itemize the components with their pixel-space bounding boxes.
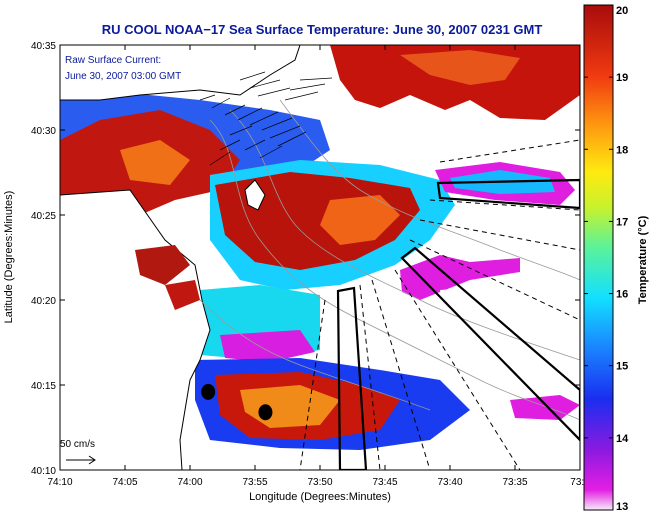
y-tick-label: 40:10 [31,466,56,477]
current-vector [289,83,326,91]
bathymetry-contours [199,99,580,421]
current-vector [249,111,279,126]
current-vector [284,91,319,101]
current-vector [244,139,266,151]
transect-line [419,219,580,251]
x-axis-ticks: 74:10 74:05 74:00 73:55 73:50 73:45 73:40 73:35… [47,45,590,488]
sst-field-offshore-filament-3 [510,395,580,420]
colorbar-tick-label: 18 [616,144,628,156]
plot-area [60,45,580,470]
land-sandy-hook [244,179,266,211]
current-vector [211,97,231,109]
transect-line [359,284,381,470]
transect-line [371,279,431,470]
sst-field-offshore-filament-2 [400,255,520,300]
sst-field-offshore-warm [330,45,580,120]
x-tick-label: 74:00 [177,477,202,488]
current-vector [277,131,307,147]
x-tick-label: 73:45 [372,477,397,488]
cloud-mask-1 [330,118,450,172]
cloud-mask-4 [470,420,580,470]
x-tick-label: 73:50 [307,477,332,488]
x-tick-label: 73:55 [242,477,267,488]
current-vector [237,107,263,121]
x-tick-label: 73:40 [437,477,462,488]
colorbar [583,4,614,511]
x-axis-label: Longitude (Degrees:Minutes) [249,491,391,503]
colorbar-tick-label: 13 [616,501,628,513]
current-vector [249,79,281,89]
cloud-mask-3 [440,280,580,390]
current-vector [257,87,291,97]
x-tick-label: 74:05 [112,477,137,488]
transect-line [439,139,580,163]
annotation-line-2: June 30, 2007 03:00 GMT [65,71,181,82]
survey-box-diagonal [400,246,580,442]
sst-field-bay-warm [135,245,190,285]
y-tick-label: 40:35 [31,41,56,52]
transect-line [429,199,580,211]
annotation-line-1: Raw Surface Current: [65,55,161,66]
current-vector [199,94,216,101]
y-axis-ticks: 40:35 40:30 40:25 40:20 40:15 40:10 [31,41,580,477]
station-marker [258,404,273,421]
scale-label: 50 cm/s [60,439,95,450]
current-vector [261,117,293,131]
survey-box-north [436,178,580,210]
station-marker [201,383,216,400]
current-vector [269,125,301,139]
colorbar-tick-label: 20 [616,5,628,17]
sst-field-central-orange [320,195,400,245]
x-tick-label: 73:3 [570,477,590,488]
current-vector [259,145,283,159]
y-tick-label: 40:15 [31,381,56,392]
colorbar-tick-label: 14 [616,433,629,445]
sst-field-offshore-orange [400,50,520,85]
y-tick-label: 40:30 [31,126,56,137]
scale-arrow [66,455,96,465]
sst-field-bay-warm-2 [165,280,200,310]
surface-current-vectors [199,71,333,166]
colorbar-label: Temperature (°C) [637,215,649,304]
x-tick-label: 74:10 [47,477,72,488]
colorbar-tick-label: 17 [616,216,628,228]
chart-title: RU COOL NOAA−17 Sea Surface Temperature:… [102,22,543,37]
current-vector [229,125,253,136]
colorbar-ticks: 20 19 18 17 16 15 14 13 [584,4,629,513]
survey-box-narrow [336,286,368,470]
colorbar-tick-label: 19 [616,72,628,84]
y-tick-label: 40:20 [31,296,56,307]
current-vector [224,104,246,116]
current-vector [209,151,231,166]
y-tick-label: 40:25 [31,211,56,222]
x-tick-label: 73:35 [502,477,527,488]
current-vector [299,77,333,81]
transect-line [394,269,521,470]
cloud-mask-2 [455,205,580,260]
current-vector [219,139,241,151]
station-markers [201,383,273,421]
current-vector [239,71,266,81]
land-north-shore [60,45,301,101]
transect-line [299,299,326,470]
transect-line [409,239,580,321]
sst-field-harbor-orange [120,140,190,185]
sst-field-nearshore-magenta [220,330,315,362]
colorbar-tick-label: 16 [616,289,628,301]
survey-transects [299,139,580,470]
survey-boxes [336,178,580,470]
y-axis-label: Latitude (Degrees:Minutes) [3,191,15,324]
colorbar-tick-label: 15 [616,361,628,373]
